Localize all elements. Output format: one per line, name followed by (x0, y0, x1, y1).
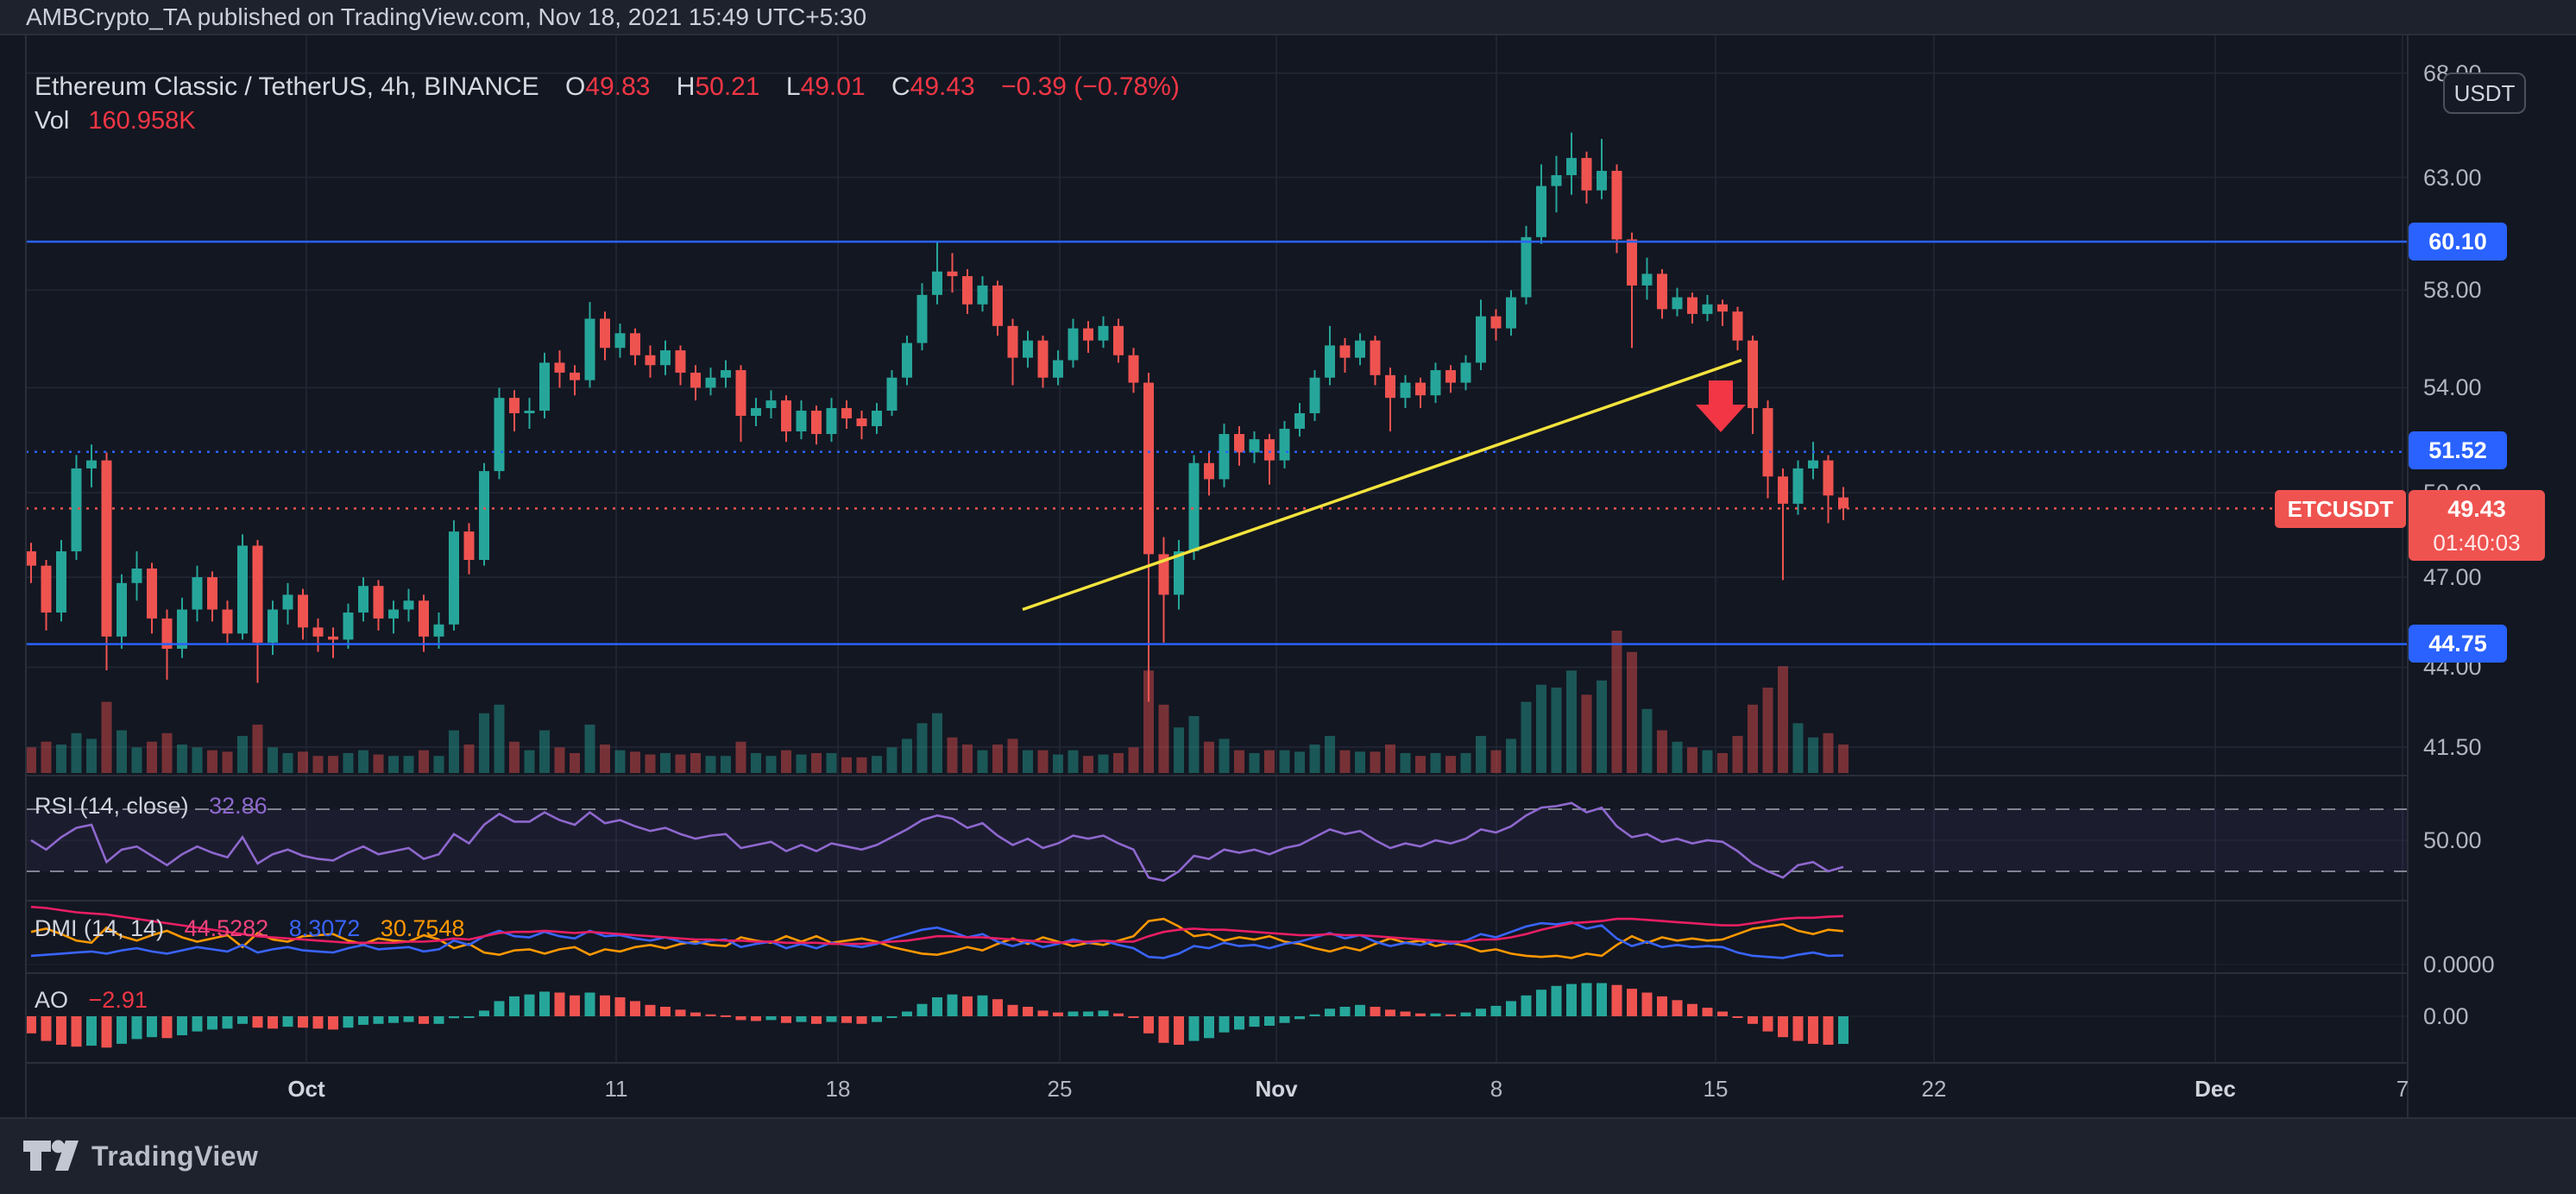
last-price-value: 49.43 (2447, 496, 2506, 522)
volume-series (26, 631, 1849, 773)
currency-toggle-button[interactable]: USDT (2443, 72, 2526, 114)
grid (26, 35, 2408, 1063)
dmi-plus-line (30, 921, 1844, 959)
pane-frame (0, 34, 2576, 1119)
open-value: 49.83 (585, 72, 651, 101)
dmi-minus-di-value: 30.7548 (380, 915, 465, 941)
rsi-value: 32.86 (209, 793, 268, 819)
symbol-title[interactable]: Ethereum Classic / TetherUS, 4h, BINANCE (35, 72, 539, 101)
open-label: O (565, 72, 586, 101)
volume-value: 160.958K (88, 107, 196, 135)
low-label: L (785, 72, 801, 101)
trendline-drawing[interactable] (1022, 358, 1742, 612)
volume-label: Vol (35, 107, 70, 135)
bar-countdown: 01:40:03 (2433, 530, 2521, 556)
resistance-price-label: 60.10 (2409, 223, 2507, 261)
ao-title-text: AO (35, 987, 69, 1013)
support-price-label: 44.75 (2409, 625, 2507, 663)
rsi-band (26, 808, 2408, 872)
rsi-line (30, 801, 1844, 883)
last-price-label: 49.43 01:40:03 (2409, 490, 2545, 561)
down-arrow-annotation[interactable] (1696, 380, 1746, 432)
dmi-adx-line (30, 905, 1844, 946)
symbol-price-flag: ETCUSDT (2275, 490, 2406, 528)
ao-pane-legend[interactable]: AO −2.91 (35, 987, 148, 1014)
publish-header: AMBCrypto_TA published on TradingView.co… (0, 0, 2576, 35)
change-value: −0.39 (−0.78%) (1001, 72, 1180, 101)
close-label: C (891, 72, 910, 101)
dmi-title-text: DMI (14, 14) (35, 915, 165, 941)
publish-text: AMBCrypto_TA published on TradingView.co… (26, 3, 867, 30)
symbol-legend[interactable]: Ethereum Classic / TetherUS, 4h, BINANCE… (35, 72, 1180, 102)
dmi-minus-line (30, 917, 1844, 959)
tradingview-brand-text[interactable]: TradingView (91, 1140, 259, 1172)
high-label: H (676, 72, 696, 101)
rsi-pane-legend[interactable]: RSI (14, close) 32.86 (35, 793, 268, 820)
footer-bar: TradingView (0, 1118, 2576, 1194)
high-value: 50.21 (695, 72, 760, 101)
mid-level-price-label: 51.52 (2409, 431, 2507, 469)
rsi-title-text: RSI (14, close) (35, 793, 189, 819)
tradingview-logo-icon[interactable] (22, 1140, 79, 1172)
dmi-plus-di-value: 8.3072 (288, 915, 361, 941)
volume-legend[interactable]: Vol 160.958K (35, 107, 196, 135)
close-value: 49.43 (910, 72, 975, 101)
ao-value: −2.91 (88, 987, 148, 1013)
low-value: 49.01 (800, 72, 866, 101)
dmi-lines (30, 905, 1844, 959)
dmi-pane-legend[interactable]: DMI (14, 14) 44.5282 8.3072 30.7548 (35, 915, 464, 942)
drawing-level-lines (26, 240, 2408, 645)
ao-histogram (26, 983, 1849, 1048)
dmi-adx-value: 44.5282 (184, 915, 269, 941)
